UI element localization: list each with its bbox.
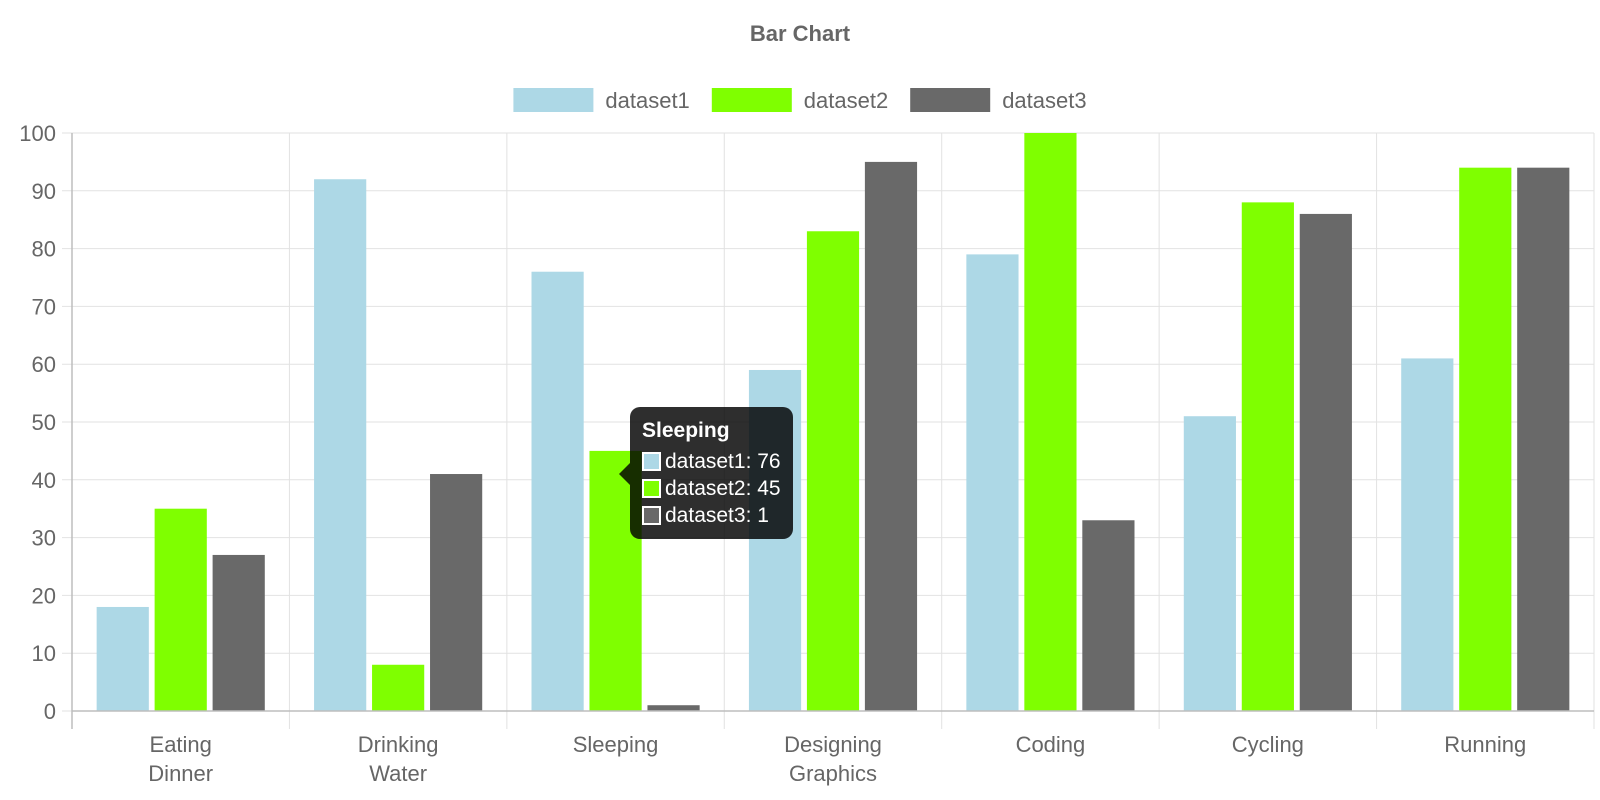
y-tick-label: 90 — [32, 179, 56, 204]
bar-dataset2[interactable] — [1241, 202, 1294, 712]
y-tick-label: 30 — [32, 526, 56, 551]
bar-dataset2[interactable] — [154, 508, 207, 711]
bar-dataset2[interactable] — [372, 664, 425, 711]
tooltip-row-label: dataset1: 76 — [665, 450, 781, 473]
bar-dataset1[interactable] — [531, 271, 584, 711]
bar-dataset3[interactable] — [1517, 167, 1570, 711]
y-tick-label: 0 — [44, 699, 56, 724]
y-tick-label: 70 — [32, 294, 56, 319]
tooltip-swatch — [642, 506, 661, 525]
y-tick-label: 80 — [32, 237, 56, 262]
chart-title: Bar Chart — [750, 21, 851, 46]
legend-item-dataset2[interactable]: dataset2 — [711, 88, 888, 113]
y-tick-label: 100 — [19, 121, 56, 146]
bars — [96, 133, 1570, 712]
tooltip-row-dataset2: dataset2: 45 — [642, 475, 781, 502]
tooltip-row-label: dataset2: 45 — [665, 477, 781, 500]
legend-label: dataset3 — [1002, 88, 1086, 113]
bar-dataset1[interactable] — [1183, 416, 1236, 711]
tooltip: Sleeping dataset1: 76 dataset2: 45 datas… — [619, 407, 793, 539]
bar-dataset3[interactable] — [430, 474, 483, 711]
tooltip-row-label: dataset3: 1 — [665, 504, 769, 527]
legend-label: dataset2 — [804, 88, 888, 113]
tooltip-swatch — [642, 452, 661, 471]
x-tick-label: Designing Graphics — [784, 732, 882, 786]
bar-dataset1[interactable] — [1401, 358, 1454, 711]
y-tick-label: 10 — [32, 641, 56, 666]
bar-dataset3[interactable] — [647, 705, 700, 711]
bar-dataset2[interactable] — [806, 231, 860, 711]
legend-swatch — [910, 88, 991, 112]
x-tick-label: Running — [1444, 732, 1526, 757]
bar-dataset1[interactable] — [314, 179, 367, 712]
legend: dataset1 dataset2 dataset3 — [513, 88, 1087, 113]
legend-item-dataset3[interactable]: dataset3 — [910, 88, 1087, 113]
y-tick-label: 20 — [32, 583, 56, 608]
bar-dataset1[interactable] — [96, 606, 149, 711]
tooltip-row-dataset3: dataset3: 1 — [642, 502, 781, 529]
legend-label: dataset1 — [605, 88, 689, 113]
x-tick-label: Eating Dinner — [148, 732, 213, 786]
x-tick-label: Cycling — [1232, 732, 1304, 757]
tooltip-row-dataset1: dataset1: 76 — [642, 448, 781, 475]
x-tick-label: Coding — [1016, 732, 1086, 757]
bar-dataset3[interactable] — [864, 161, 918, 711]
bar-dataset2[interactable] — [1459, 167, 1512, 711]
bar-dataset1[interactable] — [966, 254, 1019, 711]
y-tick-label: 50 — [32, 410, 56, 435]
legend-swatch — [711, 88, 792, 112]
tooltip-swatch — [642, 479, 661, 498]
tooltip-title: Sleeping — [642, 419, 730, 442]
legend-item-dataset1[interactable]: dataset1 — [513, 88, 690, 113]
axes: 0 10 20 30 40 50 60 70 80 90 100 Eating Dinner Drinki… — [19, 121, 1594, 786]
y-tick-label: 40 — [32, 468, 56, 493]
bar-dataset3[interactable] — [1299, 213, 1352, 712]
y-tick-label: 60 — [32, 352, 56, 377]
x-tick-label: Drinking Water — [358, 732, 439, 786]
bar-dataset2[interactable] — [1024, 133, 1077, 711]
x-tick-label: Sleeping — [573, 732, 659, 757]
legend-swatch — [513, 88, 594, 112]
bar-dataset3[interactable] — [212, 554, 265, 711]
bar-dataset3[interactable] — [1082, 520, 1135, 711]
